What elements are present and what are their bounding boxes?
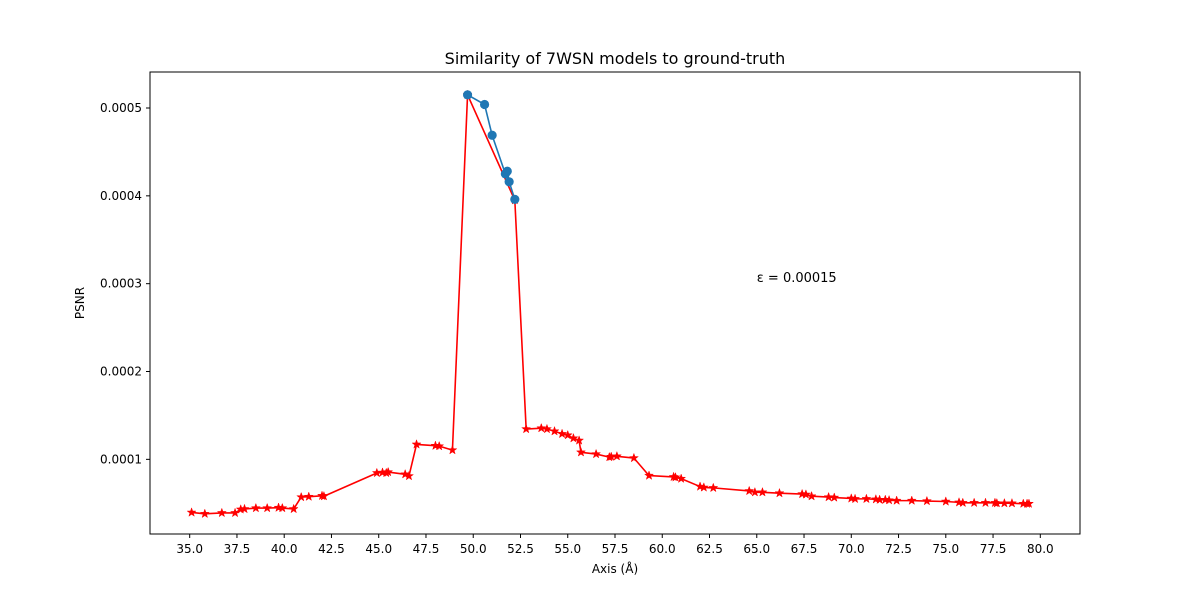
x-tick-label: 50.0 xyxy=(460,542,487,556)
data-point-star xyxy=(239,503,250,514)
x-tick-label: 40.0 xyxy=(271,542,298,556)
data-point-star xyxy=(957,497,968,508)
x-tick-label: 70.0 xyxy=(838,542,865,556)
data-point-star xyxy=(823,491,834,502)
x-tick-label: 67.5 xyxy=(791,542,818,556)
data-point-star xyxy=(216,507,227,518)
data-point-star xyxy=(1006,497,1018,508)
x-tick-label: 72.5 xyxy=(885,542,912,556)
data-point-star xyxy=(521,423,532,434)
data-point-star xyxy=(447,444,458,455)
data-point-star xyxy=(676,473,687,484)
data-point-star xyxy=(549,425,560,436)
data-point-circle xyxy=(462,90,473,100)
x-tick-label: 47.5 xyxy=(413,542,440,556)
data-point-star xyxy=(698,482,709,492)
plot-area xyxy=(186,89,1035,519)
x-tick-label: 35.0 xyxy=(176,542,203,556)
data-point-star xyxy=(611,450,622,461)
data-point-star xyxy=(921,495,932,506)
data-point-star xyxy=(288,503,299,514)
x-tick-label: 62.5 xyxy=(696,542,723,556)
data-point-star xyxy=(800,489,812,499)
y-tick-label: 0.0001 xyxy=(100,452,142,466)
y-axis: 0.0001 0.0002 0.0003 0.0004 0.0005 xyxy=(100,101,150,466)
data-point-star xyxy=(829,492,840,502)
data-point-star xyxy=(849,493,861,504)
data-point-star xyxy=(383,466,394,477)
data-point-star xyxy=(590,448,602,459)
x-tick-label: 80.0 xyxy=(1027,542,1054,556)
y-tick-label: 0.0003 xyxy=(100,277,142,291)
data-point-star xyxy=(1023,498,1035,509)
data-point-star xyxy=(186,507,197,517)
data-point-star xyxy=(536,422,547,433)
data-point-star xyxy=(806,490,817,501)
data-point-star xyxy=(250,502,261,513)
data-point-circle xyxy=(502,166,512,176)
x-tick-label: 42.5 xyxy=(318,542,345,556)
x-axis-label: Axis (Å) xyxy=(592,561,638,576)
data-point-star xyxy=(434,440,445,451)
y-tick-label: 0.0002 xyxy=(100,365,142,379)
data-point-star xyxy=(556,428,568,439)
data-point-star xyxy=(568,432,579,443)
data-point-star xyxy=(318,490,330,501)
data-point-star xyxy=(643,470,655,480)
data-point-star xyxy=(744,485,755,496)
x-tick-label: 75.0 xyxy=(932,542,959,556)
x-tick-label: 57.5 xyxy=(602,542,629,556)
data-point-circle xyxy=(487,130,497,140)
data-point-star xyxy=(757,486,768,497)
data-point-star xyxy=(861,493,872,504)
x-tick-label: 55.0 xyxy=(554,542,581,556)
data-point-star xyxy=(969,497,980,508)
data-point-star xyxy=(774,487,785,498)
x-tick-label: 37.5 xyxy=(224,542,251,556)
data-point-star xyxy=(403,470,415,481)
data-point-star xyxy=(562,429,573,440)
data-point-star xyxy=(628,452,640,463)
x-axis: 35.0 37.5 40.0 42.5 45.0 47.5 50.0 52.5 55.0 57.5… xyxy=(176,534,1054,556)
data-point-circle xyxy=(479,99,490,110)
y-tick-label: 0.0004 xyxy=(100,189,142,203)
x-tick-label: 77.5 xyxy=(980,542,1007,556)
chart-title: Similarity of 7WSN models to ground-trut… xyxy=(445,49,786,68)
data-point-star xyxy=(891,495,902,505)
data-point-circle xyxy=(510,194,520,204)
y-axis-label: PSNR xyxy=(73,287,87,319)
data-point-star xyxy=(296,491,307,502)
x-tick-label: 60.0 xyxy=(649,542,676,556)
x-tick-label: 45.0 xyxy=(365,542,392,556)
data-point-star xyxy=(670,471,681,482)
data-point-star xyxy=(883,494,895,505)
data-point-star xyxy=(940,496,951,506)
data-point-star xyxy=(541,423,553,434)
data-point-star xyxy=(262,502,273,513)
data-point-star xyxy=(708,482,719,493)
data-point-star xyxy=(573,435,585,445)
data-point-star xyxy=(906,495,917,505)
data-point-star xyxy=(277,502,288,513)
y-tick-label: 0.0005 xyxy=(100,101,142,115)
data-point-circle xyxy=(504,177,514,187)
epsilon-annotation: ε = 0.00015 xyxy=(757,271,837,286)
data-point-star xyxy=(980,497,991,508)
x-tick-label: 65.0 xyxy=(743,542,770,556)
data-point-star xyxy=(303,491,314,502)
data-point-star xyxy=(575,446,587,457)
data-point-star xyxy=(199,508,210,519)
data-point-star xyxy=(411,439,422,449)
x-tick-label: 52.5 xyxy=(507,542,534,556)
